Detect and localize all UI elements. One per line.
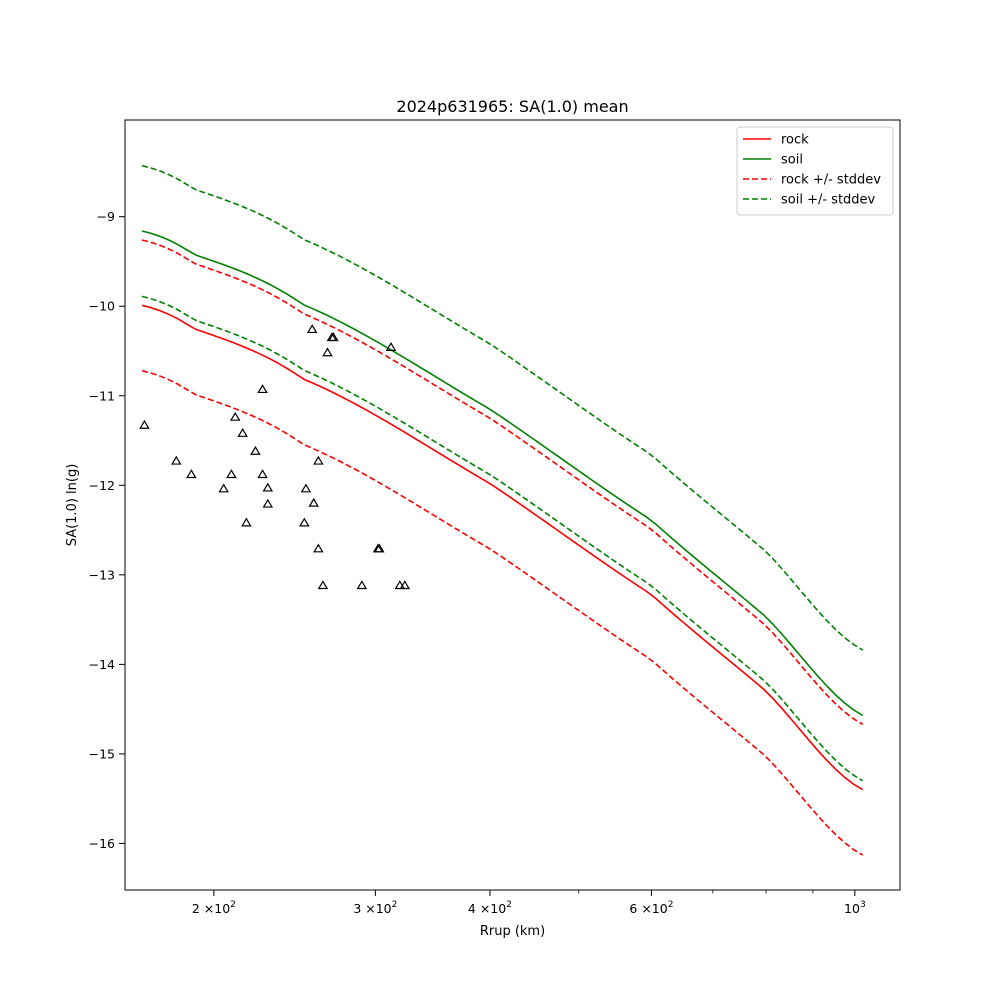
observation-marker — [262, 498, 274, 508]
observation-marker — [186, 469, 197, 479]
x-tick-label: 6 ×102 — [629, 900, 673, 916]
y-axis-title: SA(1.0) ln(g) — [65, 464, 80, 547]
y-tick-label: −14 — [89, 657, 115, 672]
chart-title: 2024p631965: SA(1.0) mean — [396, 97, 628, 116]
x-axis-title: Rrup (km) — [480, 924, 545, 939]
legend-label: rock +/- stddev — [781, 173, 881, 188]
series-line-4 — [141, 164, 864, 651]
observation-marker — [257, 384, 268, 394]
x-tick-label: 103 — [844, 900, 866, 916]
observation-marker — [308, 497, 319, 507]
observation-marker — [385, 342, 397, 351]
legend-box — [736, 126, 894, 216]
y-tick-label: −9 — [97, 209, 115, 224]
observation-marker — [262, 482, 274, 492]
observation-marker — [317, 580, 329, 590]
observation-marker — [313, 455, 324, 465]
series-line-0 — [141, 304, 864, 791]
observation-marker — [300, 483, 312, 493]
observation-marker — [356, 580, 368, 590]
x-tick-label: 4 ×102 — [468, 900, 512, 916]
series-line-5 — [141, 295, 864, 782]
observation-marker — [229, 411, 241, 421]
legend-label: soil — [781, 153, 803, 168]
legend-label: rock — [781, 133, 809, 148]
series-layer — [141, 164, 864, 856]
y-tick-label: −16 — [89, 836, 115, 851]
observation-marker — [313, 543, 324, 553]
legend: rock soil rock +/- stddev soil +/- stddev — [736, 126, 894, 216]
observation-marker — [322, 347, 333, 357]
x-tick-label: 3 ×102 — [353, 900, 397, 916]
observation-marker — [250, 445, 261, 455]
observation-marker — [241, 517, 252, 527]
observation-marker — [306, 324, 318, 334]
series-line-2 — [141, 239, 864, 726]
observation-marker — [171, 455, 182, 465]
observation-marker — [374, 543, 385, 553]
y-tick-label: −10 — [89, 299, 115, 314]
observation-marker — [299, 517, 310, 527]
y-axis: −9 −10 −11 −12 −13 −14 −15 −16 — [89, 209, 125, 851]
observation-marker — [226, 469, 237, 479]
observation-marker — [237, 427, 248, 437]
observation-marker — [328, 332, 339, 342]
y-tick-label: −12 — [89, 478, 115, 493]
legend-label: soil +/- stddev — [781, 193, 876, 208]
series-line-1 — [141, 230, 864, 717]
x-axis: 2 ×102 3 ×102 4 ×102 6 ×102 103 — [192, 890, 866, 916]
observation-marker — [257, 469, 268, 479]
observation-markers — [139, 324, 411, 590]
y-tick-label: −13 — [89, 567, 115, 582]
plot-frame — [124, 119, 901, 891]
x-tick-label: 2 ×102 — [192, 900, 236, 916]
y-tick-label: −15 — [89, 746, 115, 761]
y-tick-label: −11 — [89, 388, 115, 403]
observation-marker — [218, 483, 229, 493]
observation-marker — [139, 419, 150, 429]
observation-marker — [394, 580, 406, 590]
series-line-3 — [141, 369, 864, 856]
observation-marker — [399, 580, 411, 590]
plot-area — [125, 120, 900, 890]
